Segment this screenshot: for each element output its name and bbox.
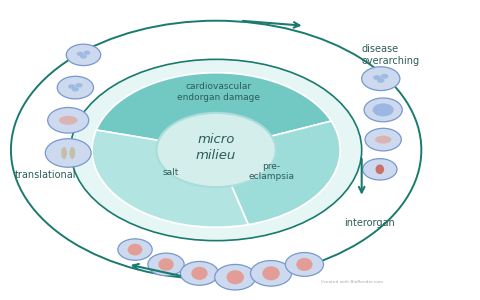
Circle shape [180, 262, 218, 285]
Circle shape [72, 87, 79, 92]
Ellipse shape [375, 136, 391, 144]
Text: interorgan: interorgan [344, 218, 395, 228]
Circle shape [285, 253, 324, 276]
Text: salt: salt [163, 168, 179, 177]
Circle shape [68, 84, 75, 89]
Circle shape [251, 261, 291, 286]
Ellipse shape [128, 244, 142, 256]
Circle shape [364, 98, 402, 122]
Circle shape [372, 103, 394, 116]
Circle shape [77, 52, 84, 56]
Text: Created with BioRender.com: Created with BioRender.com [321, 280, 383, 284]
Circle shape [377, 78, 384, 83]
Ellipse shape [158, 258, 174, 271]
Wedge shape [216, 121, 340, 225]
Circle shape [381, 74, 388, 79]
Wedge shape [96, 73, 331, 150]
Ellipse shape [227, 270, 244, 284]
Circle shape [362, 67, 400, 91]
Circle shape [75, 83, 83, 88]
Wedge shape [92, 130, 248, 227]
Circle shape [215, 264, 256, 290]
Text: micro
milieu: micro milieu [196, 133, 236, 161]
Ellipse shape [71, 59, 362, 241]
Wedge shape [92, 130, 248, 227]
Circle shape [80, 54, 87, 58]
Text: cardiovascular
endorgan damage: cardiovascular endorgan damage [177, 82, 260, 102]
Circle shape [156, 113, 276, 187]
Circle shape [84, 51, 90, 55]
Circle shape [148, 253, 184, 276]
Circle shape [373, 75, 381, 80]
Wedge shape [216, 121, 340, 225]
Circle shape [118, 239, 152, 260]
Ellipse shape [192, 267, 207, 280]
Ellipse shape [262, 266, 280, 280]
Ellipse shape [375, 164, 384, 174]
Ellipse shape [296, 258, 312, 271]
Text: translational: translational [14, 170, 76, 180]
Circle shape [66, 44, 101, 66]
Ellipse shape [61, 147, 67, 159]
Circle shape [92, 73, 340, 227]
Circle shape [45, 139, 91, 167]
Circle shape [363, 159, 397, 180]
Text: disease
overarching: disease overarching [362, 44, 420, 66]
Ellipse shape [70, 147, 75, 159]
Circle shape [57, 76, 94, 99]
Ellipse shape [59, 116, 77, 125]
Text: pre-
eclampsia: pre- eclampsia [248, 162, 294, 181]
Circle shape [48, 107, 89, 133]
Wedge shape [96, 73, 331, 150]
Circle shape [365, 128, 401, 151]
